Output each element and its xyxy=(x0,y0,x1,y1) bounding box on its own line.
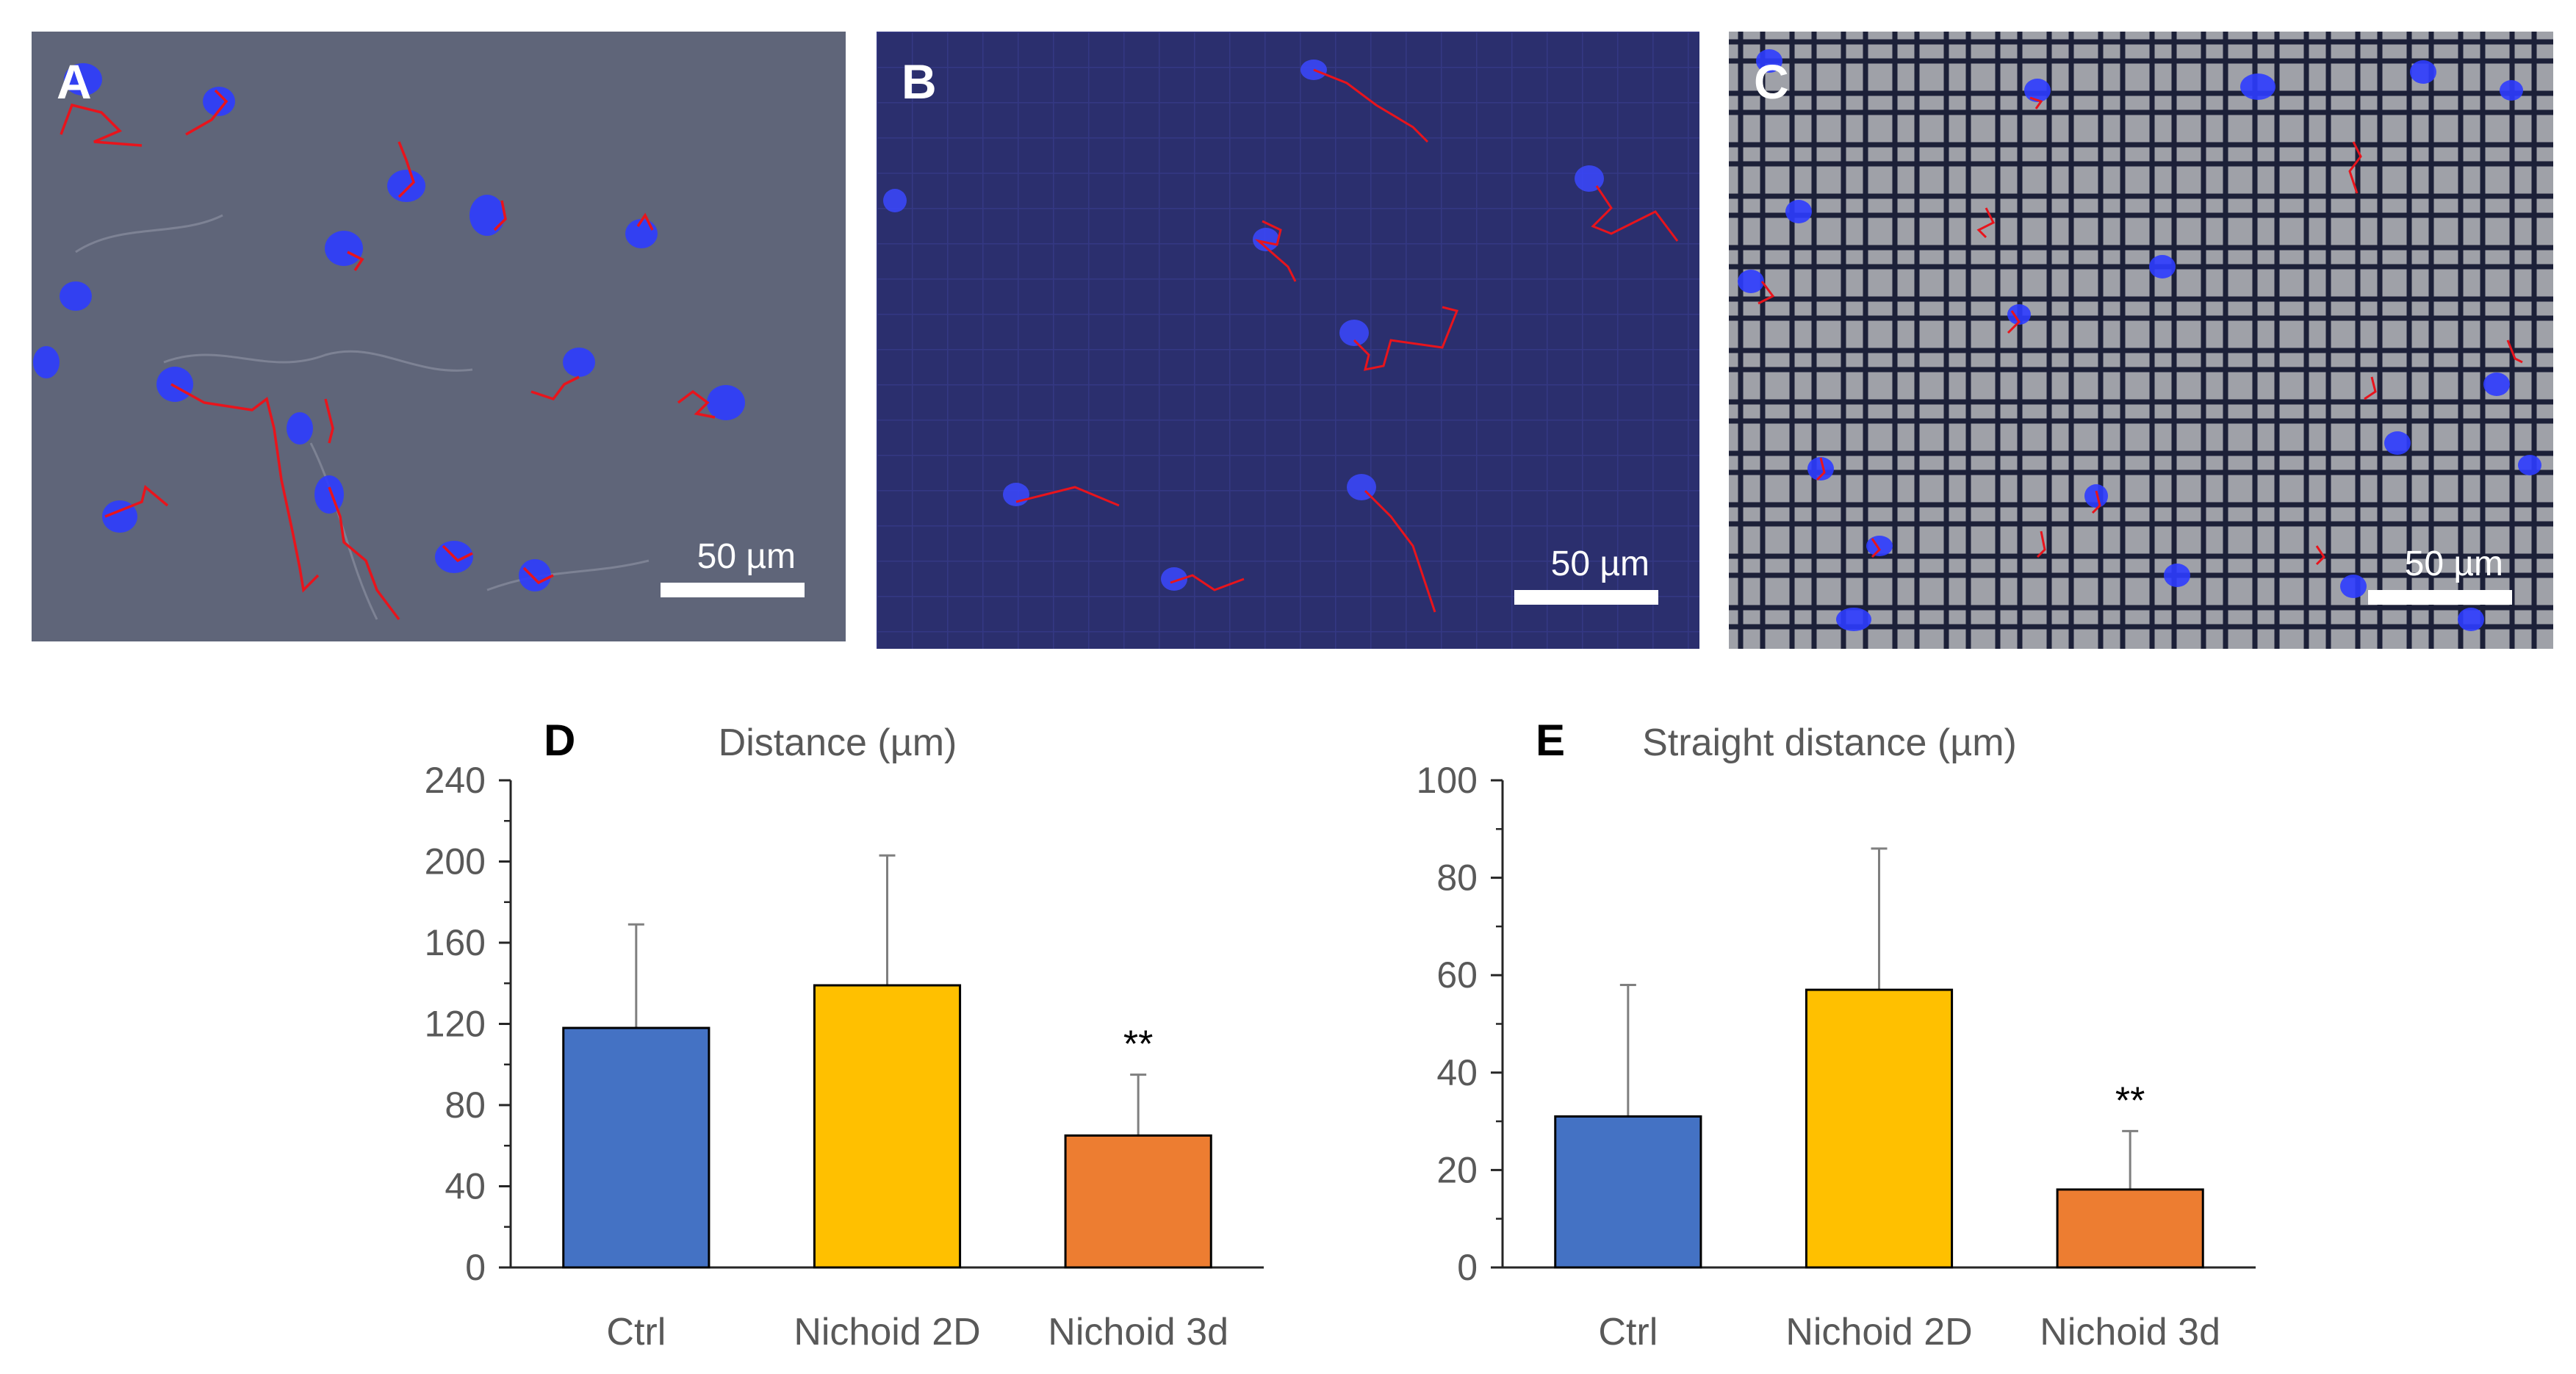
y-tick-label: 100 xyxy=(1417,760,1478,801)
x-tick-label: Nichoid 2D xyxy=(794,1311,980,1353)
micrograph-panel-c: C 50 µm xyxy=(1729,32,2553,649)
y-tick-label: 0 xyxy=(1457,1247,1478,1288)
x-tick-label: Ctrl xyxy=(606,1311,666,1353)
bar-nichoid-3d xyxy=(1064,1134,1212,1269)
cell-nuclei xyxy=(883,60,1604,591)
panel-letter: E xyxy=(1536,716,1565,765)
micrograph-b-image xyxy=(877,32,1699,649)
bar-nichoid-2d xyxy=(1805,988,1954,1269)
panel-letter-c: C xyxy=(1754,54,1789,109)
micrograph-c-image xyxy=(1729,32,2553,649)
y-tick-label: 40 xyxy=(445,1166,486,1207)
bar-ctrl xyxy=(1554,1115,1702,1269)
scale-bar-a xyxy=(661,583,805,597)
micrograph-panel-a: A 50 µm xyxy=(32,32,846,641)
panel-letter-a: A xyxy=(57,54,92,109)
significance-annotation: ** xyxy=(1123,1024,1153,1066)
bar-nichoid-2d xyxy=(813,984,962,1269)
y-tick-label: 160 xyxy=(425,922,486,963)
x-tick-label: Ctrl xyxy=(1598,1311,1658,1353)
y-tick-label: 80 xyxy=(445,1085,486,1126)
bar-ctrl xyxy=(562,1026,710,1269)
cell-outlines xyxy=(75,214,650,620)
y-tick-label: 120 xyxy=(425,1004,486,1045)
y-tick-label: 200 xyxy=(425,841,486,882)
panel-letter: D xyxy=(544,716,575,765)
y-tick-label: 0 xyxy=(465,1247,486,1288)
x-tick-label: Nichoid 3d xyxy=(1048,1311,1228,1353)
y-tick-label: 40 xyxy=(1436,1052,1478,1093)
scale-label-a: 50 µm xyxy=(697,537,796,576)
cell-tracks xyxy=(1757,96,2523,566)
panel-letter-b: B xyxy=(902,54,937,109)
x-tick-label: Nichoid 3d xyxy=(2040,1311,2220,1353)
bar-nichoid-3d xyxy=(2056,1188,2204,1269)
significance-annotation: ** xyxy=(2115,1079,2145,1122)
cell-tracks xyxy=(60,89,716,621)
cell-nuclei xyxy=(1738,49,2541,631)
micrograph-panel-b: B 50 µm xyxy=(877,32,1699,649)
y-tick-label: 60 xyxy=(1436,954,1478,996)
scale-bar-b xyxy=(1514,590,1658,605)
y-tick-label: 240 xyxy=(425,760,486,801)
x-tick-label: Nichoid 2D xyxy=(1785,1311,1972,1353)
bar-chart-distance: D Distance (µm) 0 40 80 120 160 200 240 Ctrl Nicho… xyxy=(425,716,1264,1353)
scale-label-b: 50 µm xyxy=(1550,544,1649,583)
scale-label-c: 50 µm xyxy=(2404,544,2503,583)
chart-title: Distance (µm) xyxy=(719,722,957,764)
scale-bar-c xyxy=(2368,590,2512,605)
micrograph-a-image xyxy=(32,32,846,641)
y-tick-label: 20 xyxy=(1436,1149,1478,1190)
chart-title: Straight distance (µm) xyxy=(1642,722,2017,764)
y-tick-label: 80 xyxy=(1436,857,1478,899)
bar-chart-straight-distance: E Straight distance (µm) 0 20 40 60 80 100 Ctrl N… xyxy=(1417,716,2256,1353)
cell-tracks xyxy=(1015,68,1679,613)
